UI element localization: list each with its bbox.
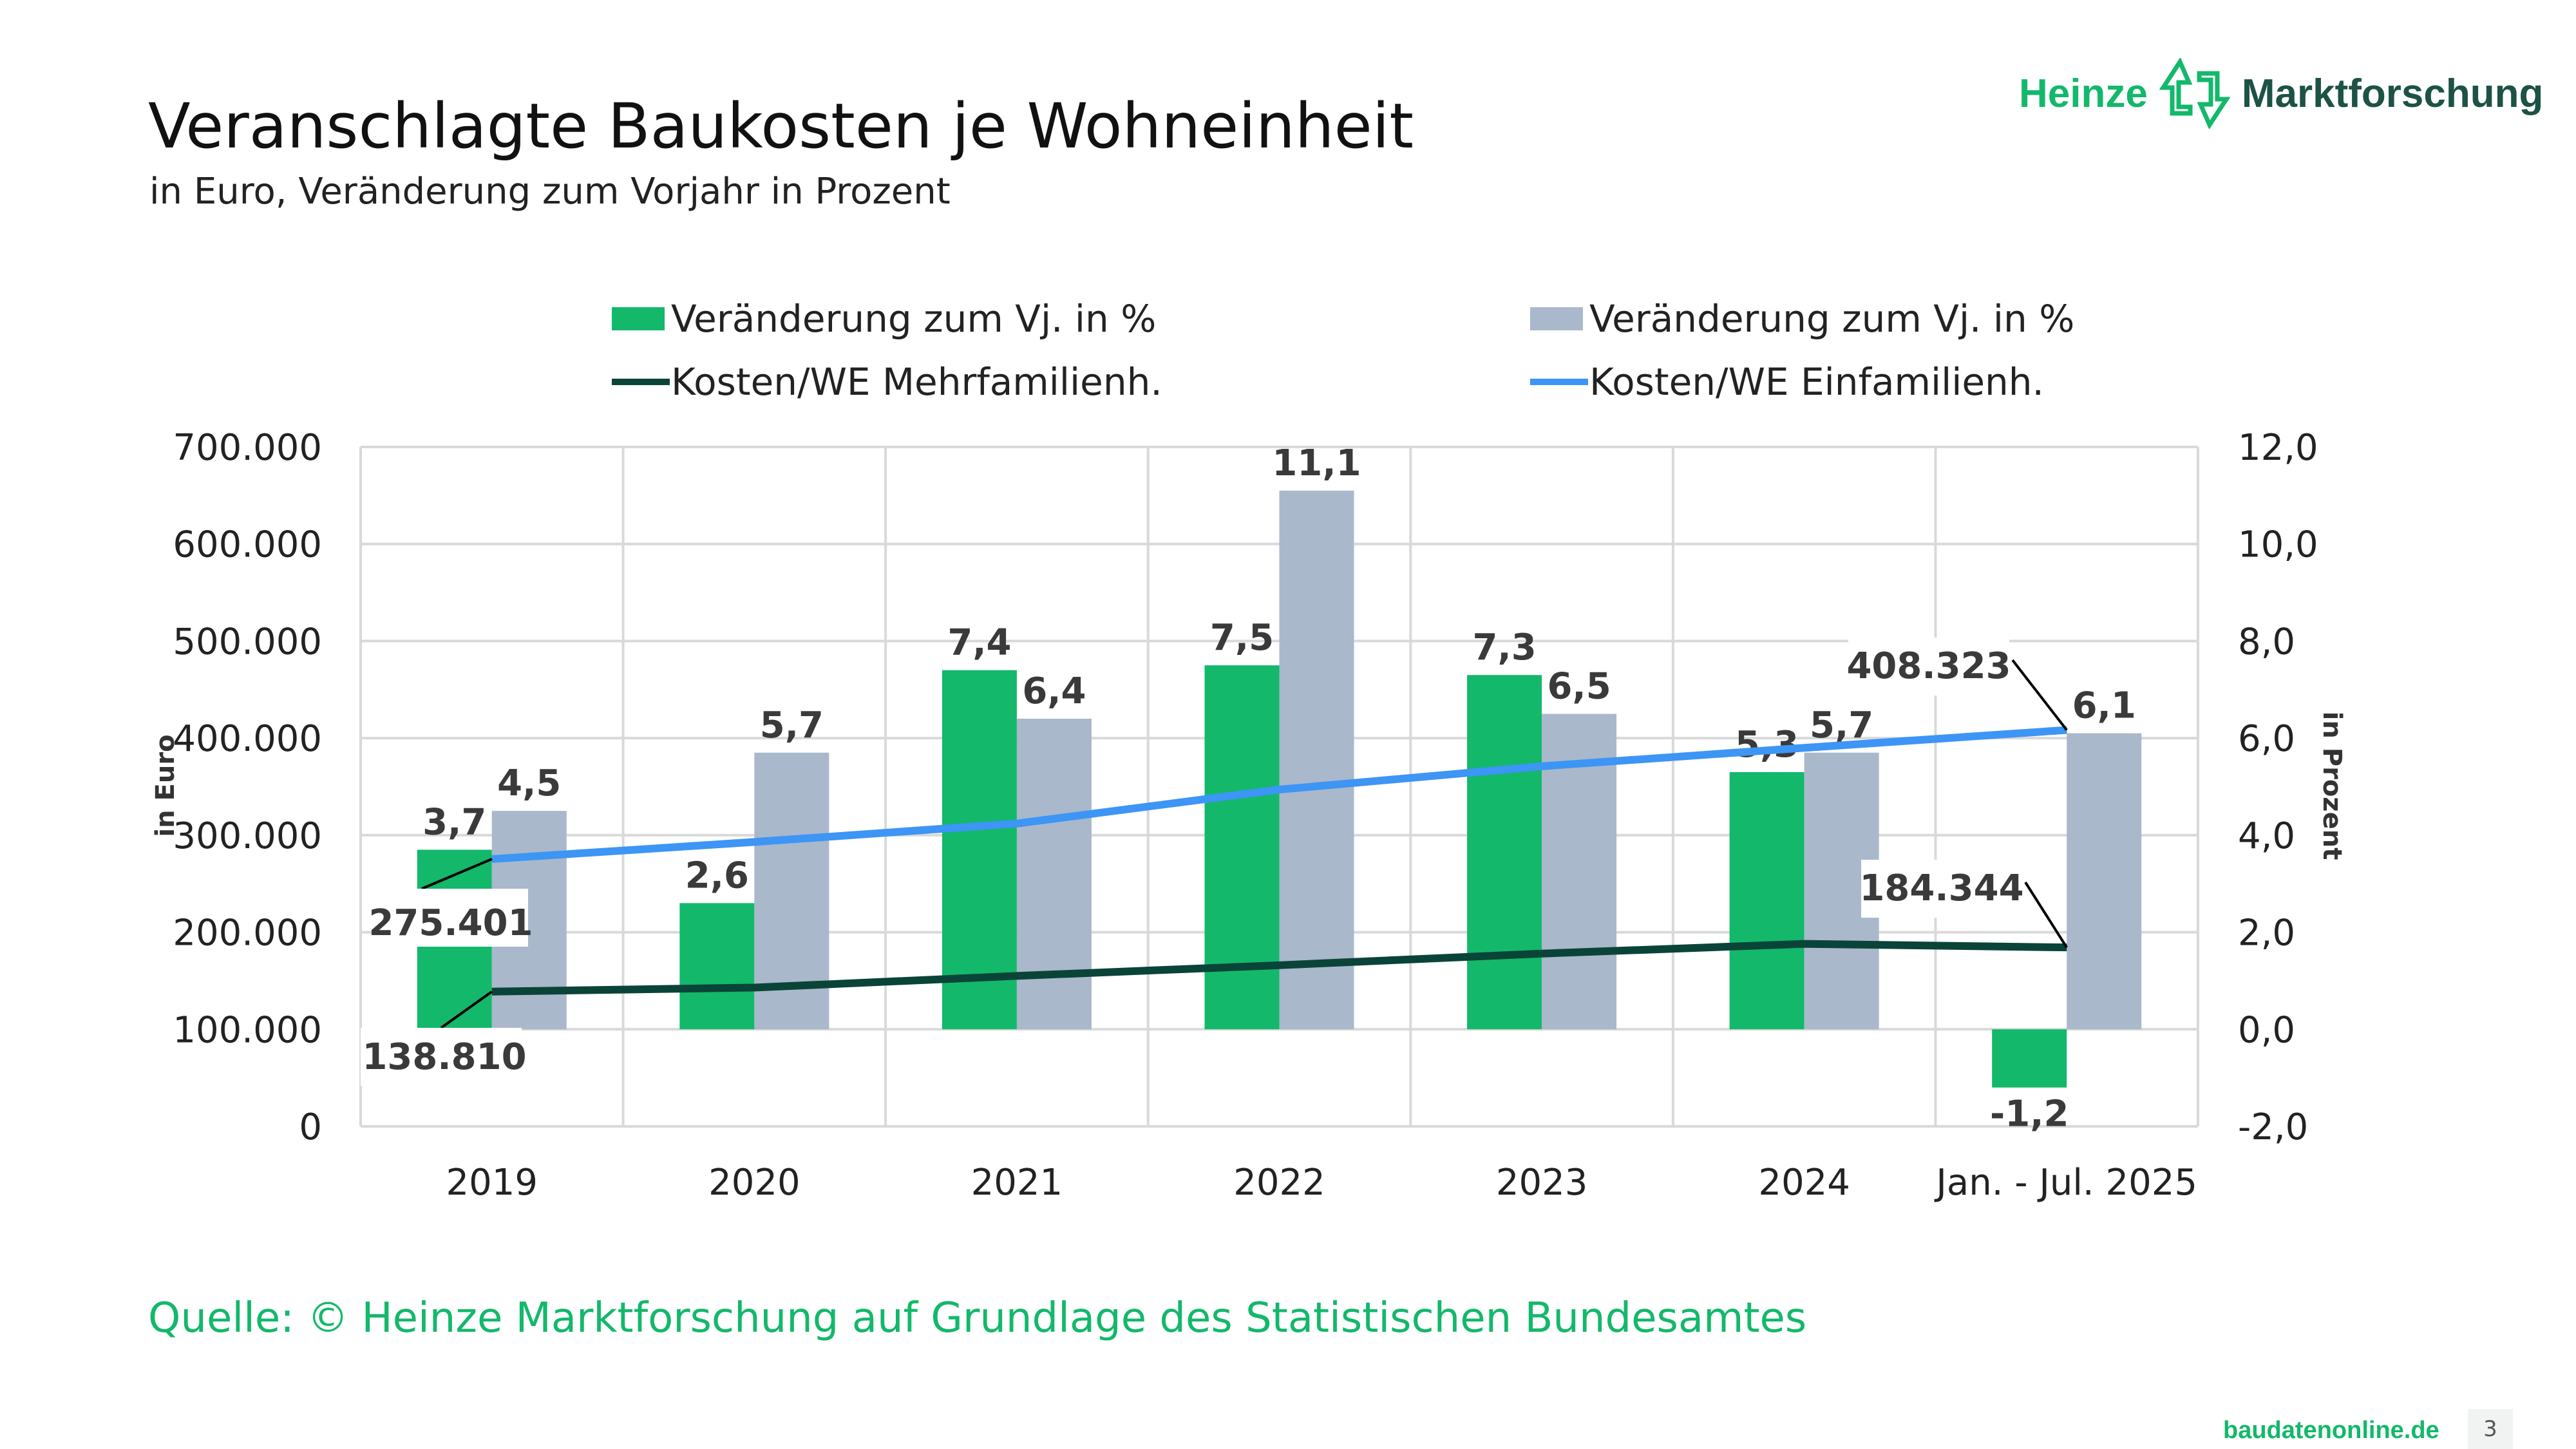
y-right-tick-label: 0,0 <box>2238 1009 2295 1051</box>
heinze-logo: Heinze Marktforschung <box>2019 58 2543 129</box>
y-tick-label: 600.000 <box>173 524 322 566</box>
legend-label: Kosten/WE Mehrfamilienh. <box>671 360 1162 404</box>
legend-label: Veränderung zum Vj. in % <box>1589 297 2074 341</box>
line-data-label: 275.401 <box>368 902 533 944</box>
data-label-background <box>361 1028 522 1086</box>
y-tick-label: 0 <box>299 1106 322 1148</box>
x-tick-label: 2021 <box>971 1162 1063 1204</box>
line-data-label: 408.323 <box>1846 645 2011 687</box>
page-number: 3 <box>2468 1409 2513 1449</box>
y-right-tick-label: 2,0 <box>2238 913 2295 954</box>
bar-green <box>942 670 1017 1030</box>
bar-data-label: 6,4 <box>1022 670 1086 712</box>
bar-data-label: 5,7 <box>760 705 824 746</box>
x-tick-label: 2024 <box>1758 1162 1850 1204</box>
bar-data-label: 7,5 <box>1210 617 1274 659</box>
bar-data-label: 5,7 <box>1810 705 1873 746</box>
bar-green <box>1204 665 1280 1030</box>
y-tick-label: 100.000 <box>173 1009 322 1051</box>
legend-label: Veränderung zum Vj. in % <box>671 297 1156 341</box>
y-right-tick-label: 12,0 <box>2238 427 2318 469</box>
y-right-tick-label: -2,0 <box>2238 1106 2308 1148</box>
line-mehrfamilienhaus <box>491 940 2067 996</box>
bar-grey <box>1279 490 1354 1030</box>
page-subtitle: in Euro, Veränderung zum Vorjahr in Proz… <box>149 171 951 213</box>
y-tick-label: 200.000 <box>173 913 322 954</box>
bar-data-label: 6,5 <box>1547 665 1611 707</box>
line-data-label: 184.344 <box>1859 867 2023 909</box>
bar-green <box>1729 772 1804 1030</box>
legend-swatch <box>612 307 665 330</box>
bar-grey <box>2067 733 2142 1030</box>
leader-line <box>2011 659 2068 731</box>
leader-line <box>2024 881 2068 949</box>
legend-label: Kosten/WE Einfamilienh. <box>1589 360 2044 404</box>
logo-marktforschung-text: Marktforschung <box>2241 71 2544 116</box>
bar-data-label: 7,3 <box>1472 627 1536 668</box>
bar-data-label: 2,6 <box>685 855 749 896</box>
y-right-tick-label: 8,0 <box>2238 621 2295 663</box>
site-link[interactable]: baudatenonline.de <box>2223 1417 2439 1444</box>
line-data-label: 138.810 <box>362 1036 526 1078</box>
bar-grey <box>1016 719 1092 1030</box>
bar-green <box>679 903 755 1030</box>
bar-data-label: 4,5 <box>497 762 561 804</box>
y-axis-label: in Euro <box>151 734 180 837</box>
page-title: Veranschlagte Baukosten je Wohneinheit <box>148 90 1414 162</box>
data-label-background <box>1861 860 2022 918</box>
y-tick-label: 300.000 <box>173 815 322 857</box>
y-tick-label: 400.000 <box>173 718 322 760</box>
leader-line <box>421 858 493 890</box>
y-right-axis-label: in Prozent <box>2317 712 2347 860</box>
x-tick-label: 2019 <box>446 1162 538 1204</box>
y-right-tick-label: 4,0 <box>2238 815 2295 857</box>
up-down-arrows-icon <box>2159 58 2230 129</box>
bar-data-label: 11,1 <box>1272 442 1361 484</box>
legend-swatch <box>1530 307 1583 330</box>
logo-heinze-text: Heinze <box>2019 71 2148 116</box>
bar-data-label: 5,3 <box>1735 724 1799 766</box>
bar-data-label: -1,2 <box>1990 1094 2069 1135</box>
source-note: Quelle: © Heinze Marktforschung auf Grun… <box>148 1294 1807 1342</box>
x-tick-label: 2020 <box>708 1162 800 1204</box>
y-tick-label: 500.000 <box>173 621 322 663</box>
x-tick-label: 2022 <box>1233 1162 1325 1204</box>
data-label-background <box>374 889 528 947</box>
x-tick-label: 2023 <box>1496 1162 1588 1204</box>
bar-data-label: 3,7 <box>422 801 486 843</box>
bar-green <box>1992 1029 2067 1088</box>
line-einfamilienhaus <box>491 726 2067 863</box>
bar-data-label: 7,4 <box>947 622 1011 664</box>
bar-green <box>1467 675 1542 1030</box>
y-right-tick-label: 6,0 <box>2238 718 2295 760</box>
bar-data-label: 6,1 <box>2072 685 2136 727</box>
data-label-background <box>1848 638 2009 696</box>
x-tick-label: Jan. - Jul. 2025 <box>1934 1162 2197 1204</box>
leader-line <box>440 990 493 1029</box>
y-right-tick-label: 10,0 <box>2238 524 2318 566</box>
y-tick-label: 700.000 <box>173 427 322 469</box>
